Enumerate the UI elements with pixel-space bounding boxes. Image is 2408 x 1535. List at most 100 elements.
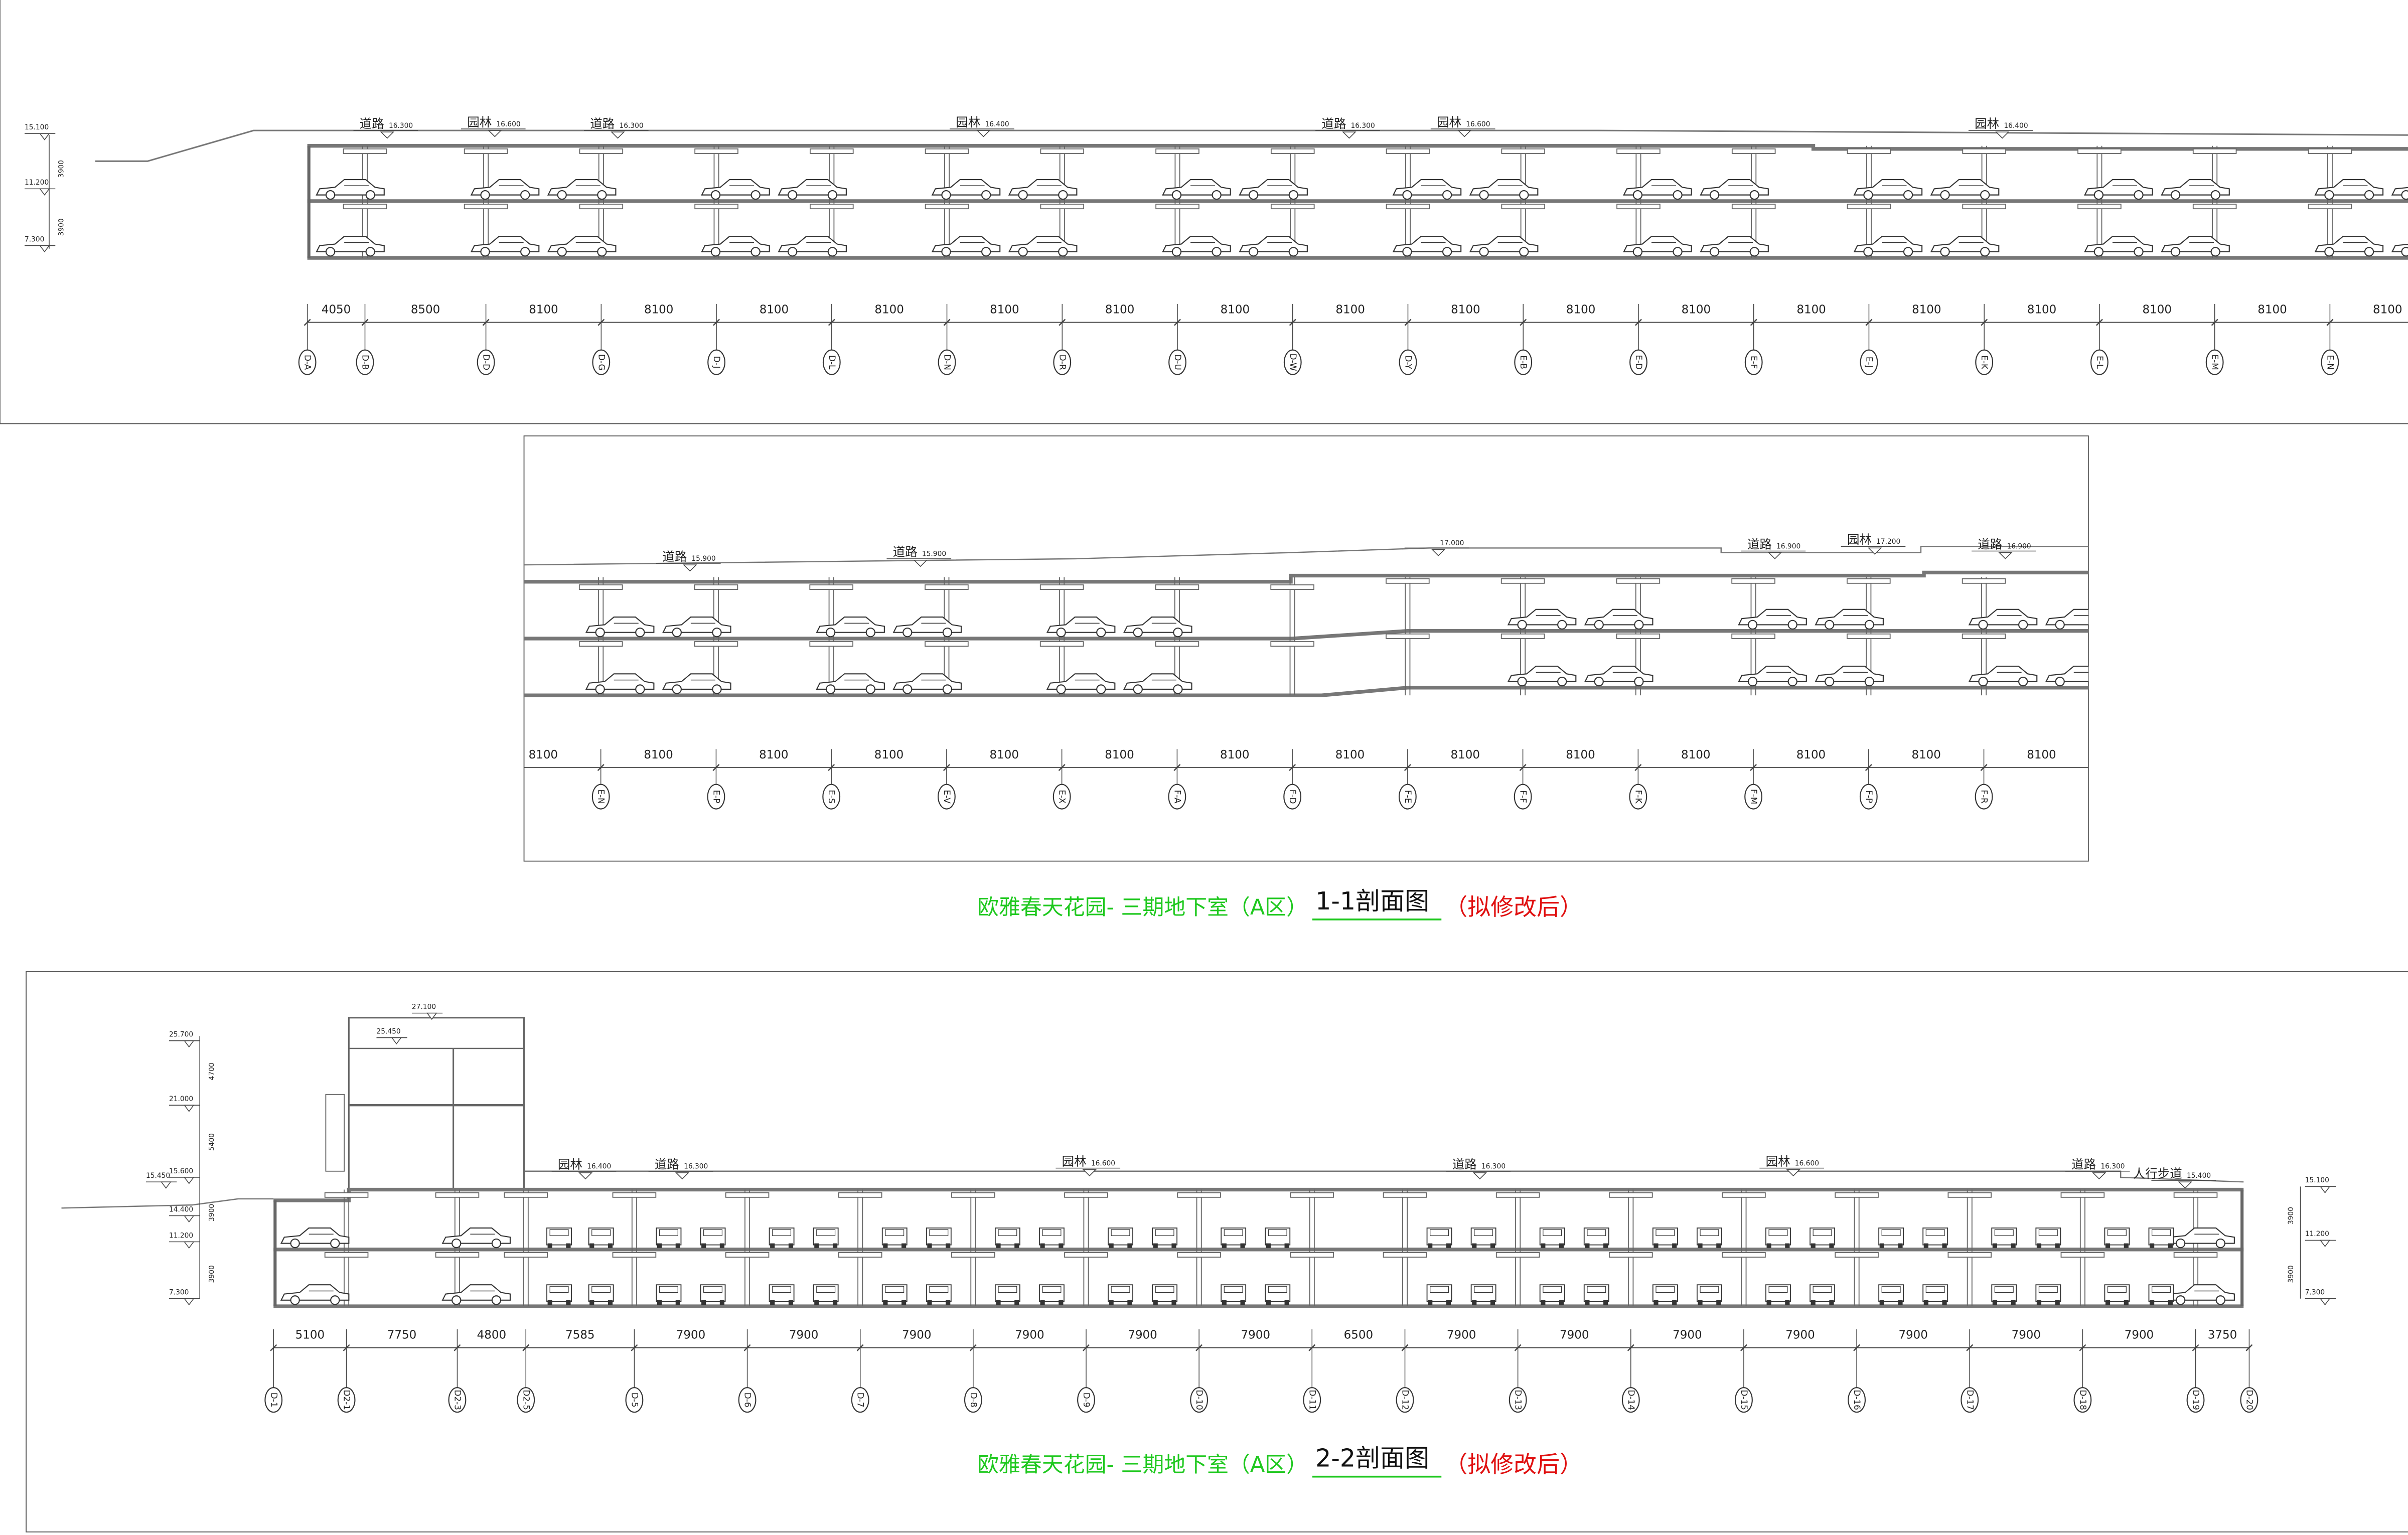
car (1008, 179, 1078, 196)
label: 6500 (1344, 1329, 1373, 1342)
car-wheel (827, 190, 837, 200)
beam (324, 1252, 369, 1258)
car (1922, 1284, 1948, 1302)
car-wheel (2364, 247, 2374, 257)
car-wheel (2018, 677, 2028, 687)
car-wheel (941, 247, 951, 257)
beam (1609, 1252, 1653, 1258)
label: 15.900 (922, 550, 946, 558)
car (1810, 1227, 1835, 1246)
label: 道路 (1747, 537, 1772, 551)
label: D-14 (1626, 1390, 1636, 1410)
car-wheel (1749, 247, 1759, 257)
elev-mark (683, 564, 697, 572)
car-wheel (1127, 1243, 1132, 1248)
car-window (1994, 1229, 2014, 1236)
car (1039, 1284, 1065, 1302)
car (700, 1284, 726, 1302)
axis-bubble (937, 784, 956, 810)
car-wheel (557, 247, 567, 257)
car-window (659, 1286, 678, 1293)
car-window (1700, 1229, 1719, 1236)
beam (838, 1252, 882, 1258)
car-wheel (480, 247, 490, 257)
axis-bubble (2240, 1387, 2259, 1413)
car-wheel (1519, 247, 1529, 257)
label: E-J (1864, 357, 1874, 368)
car-wheel (547, 1300, 552, 1305)
car-window (1224, 1286, 1243, 1293)
car-wheel (1479, 247, 1489, 257)
beam (1039, 641, 1084, 647)
ground-line (95, 129, 2408, 162)
car-wheel (883, 1243, 888, 1248)
car-wheel (1632, 190, 1643, 200)
car-wheel (927, 1243, 932, 1248)
car-window (1656, 1286, 1675, 1293)
car (470, 236, 540, 252)
car-window (1813, 1286, 1832, 1293)
car-wheel (2055, 1300, 2060, 1305)
car-wheel (672, 628, 682, 638)
car-window (2038, 1229, 2058, 1236)
beam (1155, 584, 1199, 590)
car-window (2107, 1286, 2127, 1293)
car-wheel (1879, 1243, 1884, 1248)
label: D-7 (856, 1393, 866, 1408)
car-window (703, 1286, 723, 1293)
label: 7900 (676, 1329, 705, 1342)
beam (1947, 1192, 1992, 1198)
label: E-N (596, 789, 607, 804)
car (769, 1227, 795, 1246)
car-wheel (2324, 247, 2334, 257)
label: E-V (942, 790, 952, 804)
mid-slab (524, 629, 2088, 641)
car-wheel (1594, 620, 1604, 630)
axis-bubble (1629, 349, 1647, 375)
car-wheel (635, 628, 645, 638)
label: 2-2剖面图 (1315, 1444, 1429, 1473)
label: 16.300 (1351, 122, 1375, 130)
car-wheel (1698, 1243, 1703, 1248)
car-window (1155, 1229, 1174, 1236)
car (1470, 1284, 1496, 1302)
label: 15.900 (691, 555, 715, 563)
floor-slab (524, 686, 2088, 697)
car-wheel (1903, 247, 1913, 257)
elev-mark (1457, 130, 1472, 137)
label: D-W (1288, 354, 1298, 371)
car (2161, 236, 2230, 252)
car (1469, 236, 1539, 252)
car-window (885, 1229, 905, 1236)
label: 道路 (1452, 1157, 1477, 1172)
car-wheel (2150, 1300, 2155, 1305)
car-window (591, 1229, 611, 1236)
beam (1835, 1252, 1879, 1258)
car-wheel (1059, 1300, 1064, 1305)
car-window (2107, 1229, 2127, 1236)
car (881, 1284, 908, 1302)
car-wheel (520, 190, 530, 200)
label: 8100 (1451, 748, 1480, 761)
label: D-15 (1739, 1390, 1749, 1410)
label: 7.300 (2305, 1289, 2325, 1297)
car-window (1224, 1229, 1243, 1236)
car-wheel (452, 1295, 462, 1305)
elev-mark (1995, 131, 2010, 139)
car-window (1656, 1229, 1675, 1236)
beam (1501, 148, 1546, 154)
label: D-17 (1965, 1390, 1975, 1410)
label: 欧雅春天花园- 三期地下室（A区） (977, 895, 1308, 920)
car-wheel (1133, 628, 1143, 638)
car-wheel (1785, 1300, 1790, 1305)
car (1810, 1284, 1835, 1302)
beam (343, 148, 387, 154)
label: 16.300 (2100, 1163, 2125, 1171)
label: E-M (2210, 355, 2220, 370)
titles: 欧雅春天花园- 三期地下室（A区） 1-1剖面图 （拟修改后） 欧雅春天花园- 三期地… (977, 887, 1583, 1478)
label: 8100 (1335, 748, 1365, 761)
beam (2077, 204, 2122, 210)
label: 16.400 (587, 1163, 611, 1171)
car (1108, 1227, 1133, 1246)
